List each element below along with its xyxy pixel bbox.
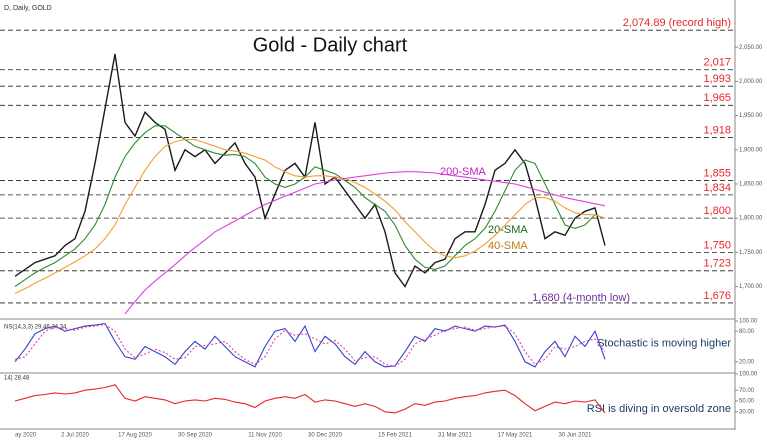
annotation: Stochastic is moving higher — [597, 337, 731, 349]
level-label: 1,676 — [703, 290, 731, 302]
chart-header: D, Daily, GOLD — [4, 5, 52, 12]
y-tick-label: 2,000.00 — [739, 79, 763, 85]
x-tick-label: 2 Jul 2020 — [61, 433, 89, 439]
x-tick-label: 31 Mar 2021 — [438, 433, 472, 439]
series-line — [14, 53, 606, 288]
y-tick-label: 1,850.00 — [739, 182, 763, 188]
x-tick-label: 30 Sep 2020 — [178, 433, 213, 439]
y-tick-label: 1,700.00 — [739, 284, 763, 290]
x-tick-label: 11 Nov 2020 — [248, 433, 282, 439]
y-tick-label: 80.00 — [739, 329, 755, 335]
level-label: 2,017 — [703, 57, 731, 69]
y-tick-label: 20.00 — [739, 359, 755, 365]
x-tick-label: 30 Jun 2021 — [558, 433, 592, 439]
level-label: 1,918 — [703, 124, 731, 136]
y-tick-label: 1,800.00 — [739, 216, 763, 222]
series-line — [14, 384, 606, 414]
y-tick-label: 50.00 — [739, 399, 755, 405]
annotation: RSI is diving in oversold zone — [587, 403, 731, 415]
series-line — [124, 171, 606, 315]
annotation: 200-SMA — [440, 166, 487, 178]
y-tick-label: 100.00 — [739, 319, 758, 325]
series-line — [14, 324, 606, 367]
x-tick-label: ay 2020 — [15, 433, 37, 439]
series-line — [14, 322, 606, 368]
series-line — [14, 138, 606, 294]
y-tick-label: 1,750.00 — [739, 250, 763, 256]
chart-title: Gold - Daily chart — [253, 34, 408, 56]
annotation: 40-SMA — [488, 240, 528, 252]
series-line — [14, 125, 606, 287]
y-tick-label: 70.00 — [739, 388, 755, 394]
y-tick-label: 2,050.00 — [739, 45, 763, 51]
low-label: 1,680 (4-month low) — [532, 292, 630, 304]
stoch-header: NS(14,3,3) 29.46 24.34 — [4, 325, 67, 331]
x-tick-label: 17 May 2021 — [498, 433, 533, 439]
y-tick-label: 100.00 — [739, 372, 758, 378]
y-tick-label: 1,900.00 — [739, 147, 763, 153]
x-tick-label: 15 Feb 2021 — [378, 433, 412, 439]
level-label: 1,723 — [703, 258, 731, 270]
level-label: 1,834 — [703, 182, 731, 194]
level-label: 1,855 — [703, 167, 731, 179]
rsi-header: 14) 28.48 — [4, 376, 30, 382]
y-tick-label: 1,950.00 — [739, 113, 763, 119]
y-tick-label: 30.00 — [739, 409, 755, 415]
x-tick-label: 17 Aug 2020 — [118, 433, 152, 439]
level-label: 1,750 — [703, 239, 731, 251]
x-tick-label: 30 Dec 2020 — [308, 433, 343, 439]
level-label: 1,800 — [703, 205, 731, 217]
annotation: 20-SMA — [488, 224, 528, 236]
level-label: 1,993 — [703, 73, 731, 85]
level-label: 2,074.89 (record high) — [623, 17, 731, 29]
level-label: 1,965 — [703, 92, 731, 104]
